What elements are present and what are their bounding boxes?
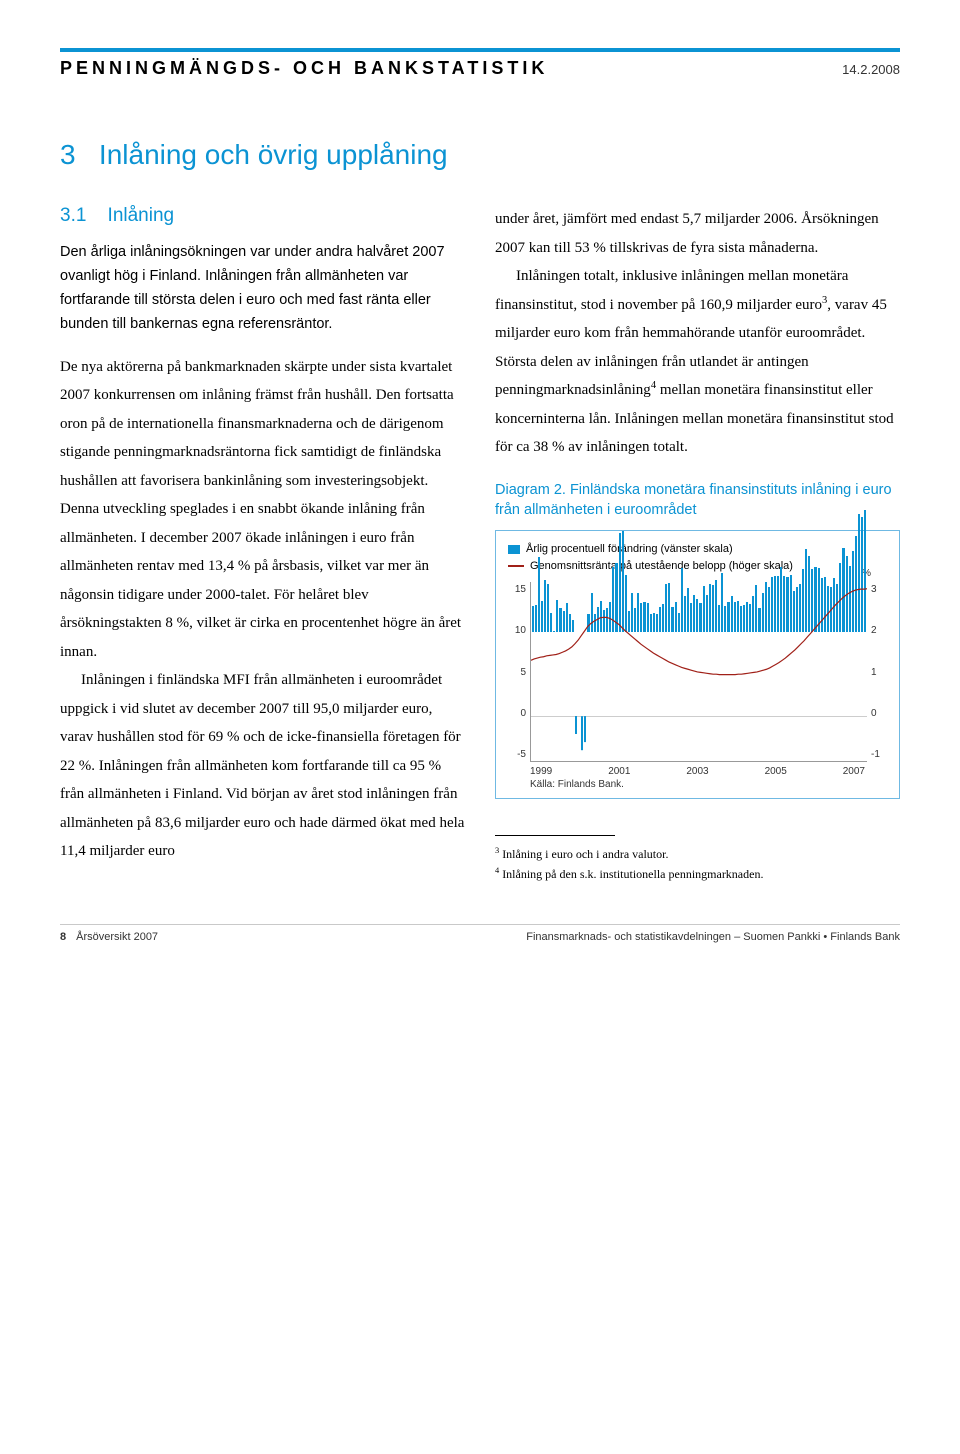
chart-legend: Årlig procentuell förändring (vänster sk…	[508, 541, 887, 574]
footer-doc-title: Årsöversikt 2007	[76, 931, 158, 943]
footnote-3: 3 Inlåning i euro och i andra valutor.	[495, 844, 900, 864]
footnote-4: 4 Inlåning på den s.k. institutionella p…	[495, 864, 900, 884]
footnote-separator	[495, 835, 615, 836]
bars	[531, 582, 867, 761]
page-header: PENNINGMÄNGDS- OCH BANKSTATISTIK 14.2.20…	[60, 48, 900, 79]
subsection-title: 3.1 Inlåning	[60, 205, 465, 227]
line-swatch-icon	[508, 565, 524, 567]
x-axis: 19992001200320052007	[530, 766, 865, 777]
page-number: 8	[60, 931, 66, 943]
legend-line: Genomsnittsränta på utestående belopp (h…	[508, 558, 887, 575]
footer-left: 8 Årsöversikt 2007	[60, 931, 158, 943]
left-column: 3.1 Inlåning Den årliga inlåningsökninge…	[60, 205, 465, 884]
footer-right: Finansmarknads- och statistikavdelningen…	[526, 931, 900, 943]
subsection-number: 3.1	[60, 205, 86, 226]
y-axis-left: % 151050-5	[508, 582, 530, 762]
header-title: PENNINGMÄNGDS- OCH BANKSTATISTIK	[60, 58, 548, 79]
section-number: 3	[60, 139, 76, 170]
chart-caption: Diagram 2. Finländska monetära finansins…	[495, 480, 900, 521]
plot: %	[530, 582, 867, 762]
chart: Årlig procentuell förändring (vänster sk…	[495, 530, 900, 799]
subsection-title-text: Inlåning	[108, 205, 175, 226]
header-date: 14.2.2008	[842, 62, 900, 77]
bar-swatch-icon	[508, 545, 520, 554]
page-footer: 8 Årsöversikt 2007 Finansmarknads- och s…	[60, 924, 900, 943]
body-paragraph-1: De nya aktörerna på bankmarknaden skärpt…	[60, 353, 465, 866]
plot-area: % 151050-5 % 3210-1	[508, 582, 887, 762]
section-title-text: Inlåning och övrig upplåning	[99, 139, 448, 170]
right-column: under året, jämfört med endast 5,7 milja…	[495, 205, 900, 884]
legend-bar: Årlig procentuell förändring (vänster sk…	[508, 541, 887, 558]
y-axis-right: 3210-1	[867, 582, 887, 762]
body-paragraph-2: under året, jämfört med endast 5,7 milja…	[495, 205, 900, 462]
chart-source: Källa: Finlands Bank.	[530, 779, 887, 790]
section-title: 3 Inlåning och övrig upplåning	[60, 139, 900, 171]
lead-paragraph: Den årliga inlåningsökningen var under a…	[60, 241, 465, 337]
